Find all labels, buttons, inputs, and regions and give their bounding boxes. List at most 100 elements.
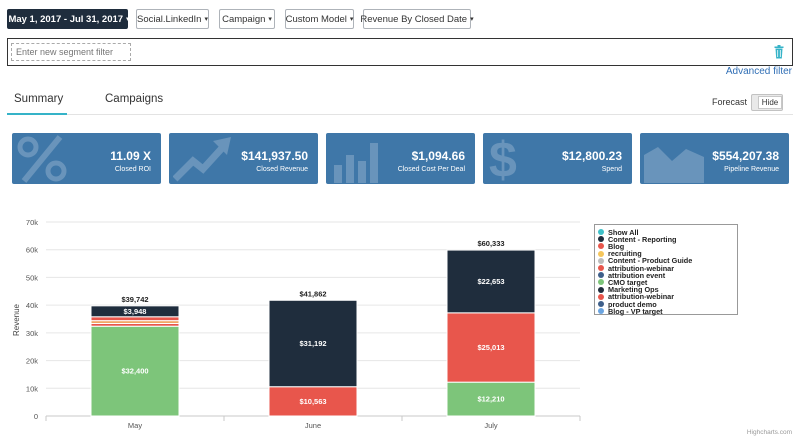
model-label: Custom Model: [285, 13, 347, 25]
kpi-pipeline-revenue: $554,207.38 Pipeline Revenue: [640, 133, 789, 184]
kpi-label: Closed Revenue: [256, 166, 308, 173]
dollar-icon: $: [489, 135, 517, 183]
forecast-toggle-label: Hide: [758, 96, 782, 109]
bar-segment: [268, 386, 358, 417]
legend-item[interactable]: attribution event: [598, 270, 666, 280]
legend-item[interactable]: Content - Product Guide: [598, 256, 693, 266]
bar-stacks: $32,400 $3,948 $39,742 $10,563 $31,192 $41,86…: [90, 239, 536, 417]
y-tick-label: 10k: [26, 384, 38, 393]
legend-label: product demo: [608, 299, 657, 309]
channel-dropdown[interactable]: Social.LinkedIn ▾: [136, 9, 209, 29]
y-tick-label: 0: [34, 412, 38, 421]
legend-marker: [598, 236, 604, 243]
advanced-filter-link[interactable]: Advanced filter: [725, 66, 792, 77]
legend-item[interactable]: Blog - VP target: [598, 306, 663, 316]
kpi-closed-revenue: $141,937.50 Closed Revenue: [169, 133, 318, 184]
bar-segment: [90, 325, 180, 417]
forecast-toggle[interactable]: Hide: [751, 94, 783, 111]
chart-legend: Show All Content - Reporting Blog recruitin…: [594, 224, 738, 316]
chevron-down-icon: ▾: [349, 15, 354, 23]
kpi-value: $554,207.38: [712, 149, 779, 163]
stack-total-label: $60,333: [477, 239, 504, 248]
kpi-value: $1,094.66: [411, 149, 465, 163]
legend-label: attribution-webinar: [608, 292, 675, 302]
legend-marker: [598, 257, 604, 264]
y-tick-label: 70k: [26, 218, 38, 227]
bar-segment: [446, 312, 536, 383]
y-tick-label: 50k: [26, 273, 38, 282]
legend-marker: [598, 265, 604, 272]
segment-filter-box: [7, 38, 793, 66]
segment-data-label: $31,192: [299, 339, 326, 348]
kpi-value: 11.09 X: [110, 149, 151, 163]
highcharts-credit[interactable]: Highcharts.com: [746, 429, 792, 436]
segment-data-label: $32,400: [121, 367, 148, 376]
legend-item[interactable]: product demo: [598, 299, 657, 309]
legend-marker: [598, 308, 604, 315]
kpi-label: Closed ROI: [114, 166, 151, 173]
trash-icon[interactable]: [774, 45, 784, 59]
chevron-down-icon: ▾: [204, 15, 208, 23]
legend-marker: [598, 301, 604, 308]
bar-stack-june: $10,563 $31,192 $41,862: [268, 289, 358, 417]
x-tick-label: May: [128, 421, 142, 430]
legend-label: Blog: [608, 241, 625, 251]
legend-label: Show All: [608, 227, 639, 237]
legend-item[interactable]: Content - Reporting: [598, 234, 677, 244]
y-tick-label: 60k: [26, 246, 38, 255]
segment-filter-input[interactable]: [11, 43, 131, 61]
legend-item[interactable]: Blog: [598, 241, 625, 251]
chevron-down-icon: ▾: [126, 15, 130, 23]
area-chart-icon: [644, 147, 704, 183]
segment-data-label: $12,210: [477, 395, 504, 404]
kpi-label: Pipeline Revenue: [724, 166, 779, 173]
chevron-down-icon: ▾: [470, 15, 474, 23]
legend-item[interactable]: Show All: [598, 227, 639, 237]
bar-stack-may: $32,400 $3,948 $39,742: [90, 295, 180, 417]
percent-icon: [17, 135, 67, 183]
date-range-picker[interactable]: May 1, 2017 - Jul 31, 2017 ▾: [7, 9, 130, 29]
legend-item[interactable]: Marketing Ops: [598, 285, 659, 294]
bar-stack-july: $12,210 $25,013 $22,653 $60,333: [446, 239, 536, 417]
legend-marker: [598, 229, 604, 236]
legend-item[interactable]: CMO target: [598, 278, 647, 287]
campaign-dropdown[interactable]: Campaign ▾: [219, 9, 275, 29]
segment-data-label: $3,948: [124, 307, 147, 316]
legend-marker: [598, 272, 604, 279]
svg-text:$: $: [489, 135, 517, 183]
legend-marker: [598, 293, 604, 300]
tab-divider: [7, 114, 793, 115]
legend-item[interactable]: recruiting: [598, 249, 642, 258]
bar-segment: [90, 305, 180, 318]
kpi-label: Closed Cost Per Deal: [397, 166, 465, 173]
legend-item[interactable]: attribution-webinar: [598, 292, 675, 302]
metric-dropdown[interactable]: Revenue By Closed Date ▾: [360, 9, 474, 29]
tab-campaigns[interactable]: Campaigns: [105, 93, 164, 105]
kpi-value: $141,937.50: [241, 149, 308, 163]
legend-label: Content - Reporting: [608, 234, 677, 244]
bar-chart-icon: [334, 143, 378, 183]
x-axis-ticks: May June July: [45, 416, 581, 430]
bar-segment: [268, 299, 358, 388]
legend-label: attribution-webinar: [608, 263, 675, 273]
y-tick-label: 20k: [26, 357, 38, 366]
y-axis-title: Revenue: [12, 303, 21, 336]
legend-label: Blog - VP target: [608, 306, 663, 316]
legend-marker: [598, 279, 604, 286]
metric-label: Revenue By Closed Date: [360, 13, 468, 25]
legend-item[interactable]: attribution-webinar: [598, 263, 675, 273]
bar-segment: [446, 249, 536, 314]
legend-label: attribution event: [608, 270, 666, 280]
kpi-closed-cost-per-deal: $1,094.66 Closed Cost Per Deal: [326, 133, 475, 184]
model-dropdown[interactable]: Custom Model ▾: [285, 9, 354, 29]
segment-data-label: $25,013: [477, 343, 504, 352]
x-tick-label: July: [484, 421, 498, 430]
legend-marker: [598, 243, 604, 250]
kpi-label: Spend: [601, 166, 622, 173]
tab-summary[interactable]: Summary: [14, 93, 64, 105]
legend-label: Content - Product Guide: [608, 256, 693, 266]
campaign-label: Campaign: [222, 13, 266, 25]
active-tab-indicator: [7, 113, 67, 115]
